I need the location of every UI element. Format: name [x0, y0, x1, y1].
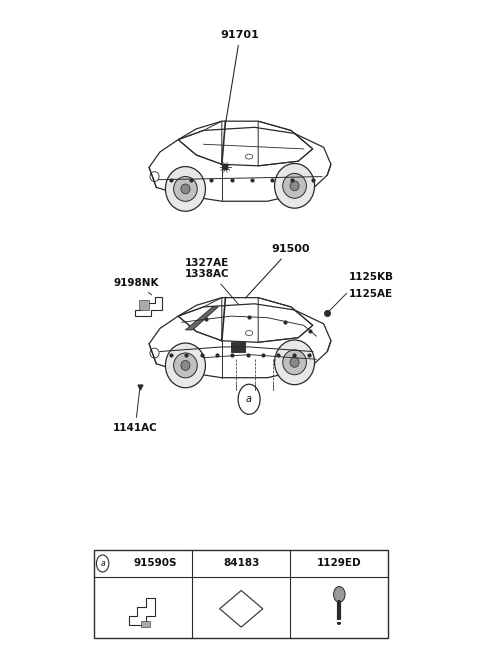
Ellipse shape: [181, 360, 190, 370]
Text: 91701: 91701: [221, 30, 259, 122]
Ellipse shape: [166, 343, 205, 388]
Ellipse shape: [290, 181, 299, 191]
Ellipse shape: [283, 174, 306, 198]
Text: 1129ED: 1129ED: [317, 559, 361, 569]
Text: 1125KB: 1125KB: [349, 272, 394, 282]
Text: 1125AE: 1125AE: [349, 289, 393, 299]
Bar: [94, 550, 388, 638]
Text: 91500: 91500: [246, 244, 310, 298]
Ellipse shape: [283, 350, 306, 375]
Circle shape: [334, 587, 345, 602]
Ellipse shape: [174, 353, 197, 378]
Text: 1141AC: 1141AC: [113, 390, 157, 433]
Text: 1327AE
1338AC: 1327AE 1338AC: [185, 257, 238, 304]
Text: 91590S: 91590S: [133, 559, 177, 569]
Bar: [231, 343, 245, 352]
Text: a: a: [246, 394, 252, 404]
Text: a: a: [100, 559, 105, 568]
Ellipse shape: [290, 358, 299, 367]
Text: 9198NK: 9198NK: [113, 278, 158, 295]
Ellipse shape: [174, 176, 197, 201]
Text: 84183: 84183: [223, 559, 259, 569]
Ellipse shape: [275, 164, 314, 208]
Bar: [140, 300, 149, 310]
Polygon shape: [185, 307, 218, 330]
Bar: [141, 620, 150, 627]
Ellipse shape: [275, 340, 314, 384]
Ellipse shape: [166, 166, 205, 212]
Ellipse shape: [181, 184, 190, 194]
